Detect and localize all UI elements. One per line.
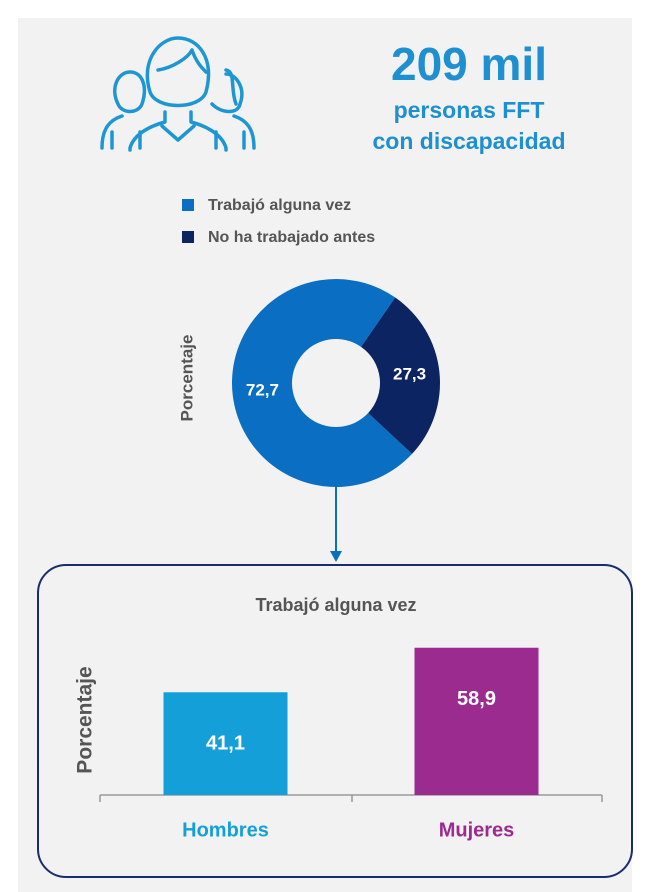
legend-swatch [182, 231, 194, 243]
bar [163, 692, 288, 795]
legend-swatch [182, 199, 194, 211]
x-tick-label: Mujeres [439, 819, 515, 841]
people-icon [100, 36, 256, 152]
data-label: 41,1 [206, 733, 245, 755]
legend-label: No ha trabajado antes [208, 229, 375, 246]
subtitle: personas FFT [394, 97, 545, 123]
bar [414, 647, 539, 795]
x-tick-label: Hombres [182, 819, 269, 841]
arrow-head [330, 551, 342, 562]
legend-label: Trabajó alguna vez [208, 197, 351, 214]
y-axis-label: Porcentaje [177, 335, 196, 422]
chart-title: Trabajó alguna vez [255, 595, 416, 615]
bar-box [37, 564, 633, 878]
data-label: 58,9 [457, 688, 496, 710]
donut-slice [361, 297, 440, 454]
subtitle: con discapacidad [372, 128, 565, 154]
data-label: 72,7 [246, 380, 279, 399]
donut-slice [231, 279, 413, 487]
data-label: 27,3 [393, 365, 426, 384]
y-axis-label: Porcentaje [74, 666, 97, 773]
headline: 209 mil [391, 38, 547, 90]
